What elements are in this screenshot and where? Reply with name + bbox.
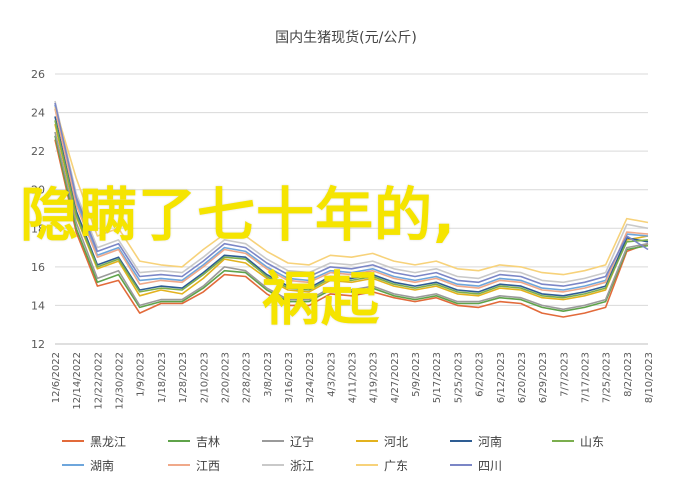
legend-label: 山东 (580, 435, 604, 449)
x-tick-label: 6/12/2023 (496, 352, 507, 403)
series-line (54, 131, 649, 311)
x-tick-label: 7/25/2023 (602, 352, 613, 403)
x-tick-label: 7/7/2023 (559, 352, 570, 397)
y-tick-labels: 12 14 16 18 20 22 24 26 (31, 68, 45, 351)
legend-label: 辽宁 (290, 434, 314, 449)
x-tick-label: 1/9/2023 (136, 352, 147, 397)
legend-label: 浙江 (290, 459, 314, 473)
y-tick-label: 26 (31, 68, 45, 81)
series-line (54, 100, 649, 284)
series-line (54, 120, 649, 299)
x-tick-label: 2/20/2023 (220, 352, 231, 403)
x-tick-label: 2/28/2023 (242, 352, 253, 403)
legend-label: 四川 (478, 459, 502, 473)
legend-label: 湖南 (90, 458, 114, 473)
x-tick-labels: 12/6/2022 12/14/2022 12/22/2022 12/30/2022 1… (51, 352, 655, 410)
x-tick-label: 5/17/2023 (432, 352, 443, 403)
x-tick-label: 3/16/2023 (284, 352, 295, 403)
y-tick-label: 12 (31, 338, 45, 351)
series-line (54, 104, 649, 291)
legend-label: 江西 (196, 459, 220, 473)
series-line (54, 135, 649, 312)
x-tick-label: 12/6/2022 (51, 352, 62, 403)
legend-label: 河北 (384, 435, 408, 449)
x-tick-label: 3/24/2023 (305, 352, 316, 403)
y-tick-label: 22 (31, 145, 45, 158)
x-tick-label: 12/14/2022 (72, 352, 83, 410)
x-tick-label: 5/9/2023 (411, 352, 422, 397)
x-tick-label: 8/2/2023 (623, 352, 634, 397)
x-tick-label: 4/27/2023 (390, 352, 401, 403)
x-tick-label: 5/25/2023 (453, 352, 464, 403)
y-tick-label: 20 (31, 184, 45, 197)
series-line (54, 106, 649, 276)
series-line (54, 123, 649, 301)
y-tick-label: 16 (31, 261, 45, 274)
series-line (54, 108, 649, 293)
series-lines (54, 100, 649, 318)
legend-label: 黑龙江 (90, 435, 126, 449)
x-tick-label: 6/2/2023 (475, 352, 486, 397)
legend-label: 广东 (384, 459, 408, 473)
y-tick-label: 24 (31, 107, 45, 120)
series-line (54, 139, 649, 318)
x-tick-label: 3/8/2023 (263, 352, 274, 397)
x-tick-label: 1/18/2023 (157, 352, 168, 403)
x-tick-label: 6/29/2023 (538, 352, 549, 403)
series-line (54, 102, 649, 287)
x-tick-label: 12/30/2022 (115, 352, 126, 410)
x-tick-label: 12/22/2022 (93, 352, 104, 410)
y-tick-label: 18 (31, 222, 45, 235)
x-tick-label: 4/11/2023 (348, 352, 359, 403)
x-tick-label: 2/10/2023 (199, 352, 210, 403)
y-tick-label: 14 (31, 299, 45, 312)
x-tick-label: 1/28/2023 (178, 352, 189, 403)
x-tick-label: 6/20/2023 (517, 352, 528, 403)
x-tick-label: 4/3/2023 (326, 352, 337, 397)
y-gridlines (55, 73, 648, 345)
x-tick-label: 8/10/2023 (644, 352, 655, 403)
x-tick-label: 4/19/2023 (369, 352, 380, 403)
legend-label: 河南 (478, 434, 502, 449)
chart-title: 国内生猪现货(元/公斤) (275, 29, 417, 46)
series-line (54, 116, 649, 297)
legend-label: 吉林 (196, 435, 220, 449)
x-tick-label: 7/17/2023 (580, 352, 591, 403)
